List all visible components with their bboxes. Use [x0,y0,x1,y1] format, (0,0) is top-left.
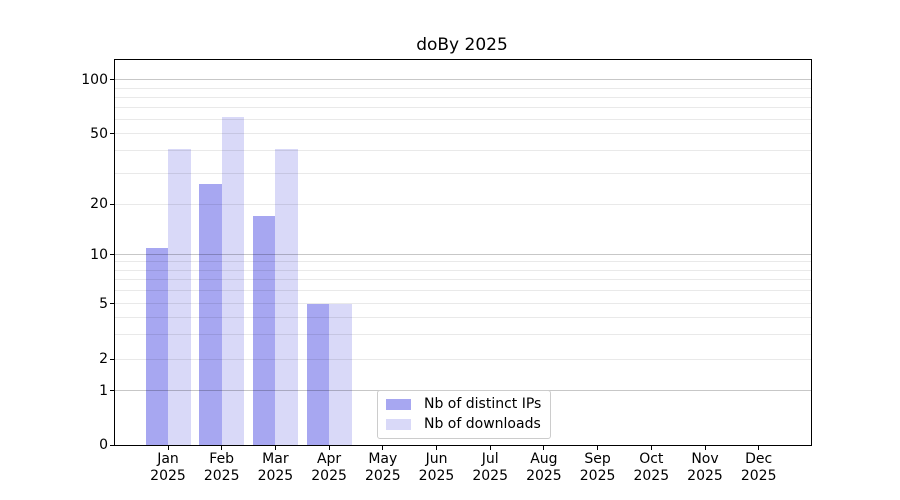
gridline [115,172,811,174]
legend-swatch [386,418,411,430]
y-tick-mark [110,79,114,81]
gridline [115,87,811,89]
legend-item: Nb of distinct IPs [386,394,541,414]
x-tick-label: Mar 2025 [257,451,294,484]
y-tick-mark [110,254,114,255]
x-tick-mark [221,446,223,450]
gridline [115,133,811,135]
bar [275,148,298,445]
y-tick-mark [110,444,114,446]
bar [329,303,352,445]
x-tick-label: Oct 2025 [633,451,670,484]
gridline [115,119,811,121]
gridline [115,150,811,152]
y-tick-label: 5 [99,295,108,312]
bar [306,303,330,445]
bar [199,184,222,445]
y-tick-label: 0 [99,437,108,453]
x-tick-label: Sep 2025 [579,451,616,484]
legend: Nb of distinct IPs Nb of downloads [377,390,552,439]
bar [168,148,191,445]
bar [145,247,168,445]
x-tick-label: Nov 2025 [687,451,723,484]
x-tick-mark [704,446,706,450]
y-tick-label: 50 [90,125,108,142]
x-tick-label: Jan 2025 [150,451,186,484]
legend-label: Nb of distinct IPs [424,396,542,412]
y-tick-mark [110,203,114,205]
y-tick-mark [110,358,114,360]
bar [252,216,276,445]
y-tick-mark [110,303,114,305]
x-tick-label: May 2025 [364,451,401,484]
y-tick-label: 100 [81,71,108,88]
y-tick-label: 20 [90,196,108,213]
chart-title: doBy 2025 [416,35,508,55]
x-tick-mark [436,446,437,450]
x-tick-mark [650,446,652,450]
y-tick-label: 1 [99,382,108,399]
y-tick-mark [110,390,114,392]
x-tick-mark [167,446,169,450]
x-tick-mark [489,446,491,450]
x-tick-mark [274,446,276,450]
x-tick-label: Jul 2025 [472,451,508,484]
x-tick-mark [543,446,545,450]
gridline [115,107,811,109]
legend-label: Nb of downloads [424,416,541,432]
y-tick-label: 10 [90,246,108,263]
x-tick-label: Dec 2025 [740,451,777,484]
x-tick-label: Aug 2025 [526,451,562,484]
x-tick-mark [382,446,384,450]
gridline [115,79,811,81]
y-tick-mark [110,133,114,135]
plot-area: Nb of distinct IPs Nb of downloads 0 1 2 5 10… [81,59,812,484]
x-tick-label: Apr 2025 [311,451,347,484]
x-tick-label: Jun 2025 [418,451,455,484]
gridline [115,96,811,98]
x-tick-mark [597,446,599,450]
bar [221,117,245,445]
x-tick-mark [758,446,760,450]
x-tick-label: Feb 2025 [203,451,240,484]
y-tick-label: 2 [99,351,108,368]
x-tick-mark [328,446,330,450]
legend-item: Nb of downloads [386,414,541,434]
legend-swatch [386,398,411,410]
